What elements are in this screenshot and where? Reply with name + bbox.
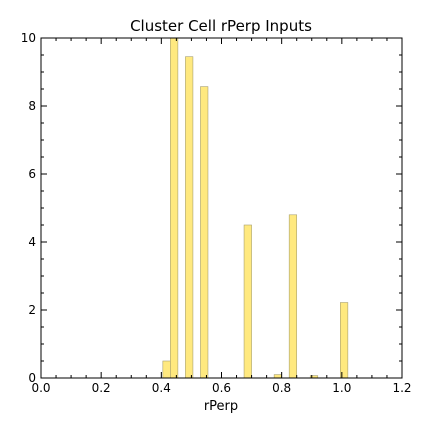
histogram-bar [185,56,194,379]
chart-title: Cluster Cell rPerp Inputs [130,17,312,35]
histogram-bar [243,224,252,379]
ticks-group: 0.0 0.2 0.4 0.6 0.8 1.0 1.2 0 2 4 6 8 10 [21,31,412,395]
histogram-bar [273,374,282,379]
x-tick-label: 1.0 [332,381,351,395]
x-tick-label: 0.6 [212,381,231,395]
histogram-bar [340,302,349,379]
histogram-bar [200,86,209,379]
y-tick-label: 8 [28,99,36,113]
x-tick-label: 0.2 [92,381,111,395]
y-tick-label: 2 [28,303,36,317]
bars-group [162,37,349,379]
y-tick-label: 4 [28,235,36,249]
histogram-bar [170,37,179,379]
x-tick-label: 0.8 [272,381,291,395]
x-axis-label: rPerp [204,399,238,414]
histogram-bar [162,360,171,379]
histogram-bar [288,214,298,379]
x-tick-label: 1.2 [392,381,411,395]
y-tick-label: 10 [21,31,36,45]
x-tick-label: 0.4 [152,381,171,395]
plot-frame [40,37,403,379]
y-tick-label: 6 [28,167,36,181]
y-tick-label: 0 [28,371,36,385]
x-tick-label: 0.0 [31,381,50,395]
